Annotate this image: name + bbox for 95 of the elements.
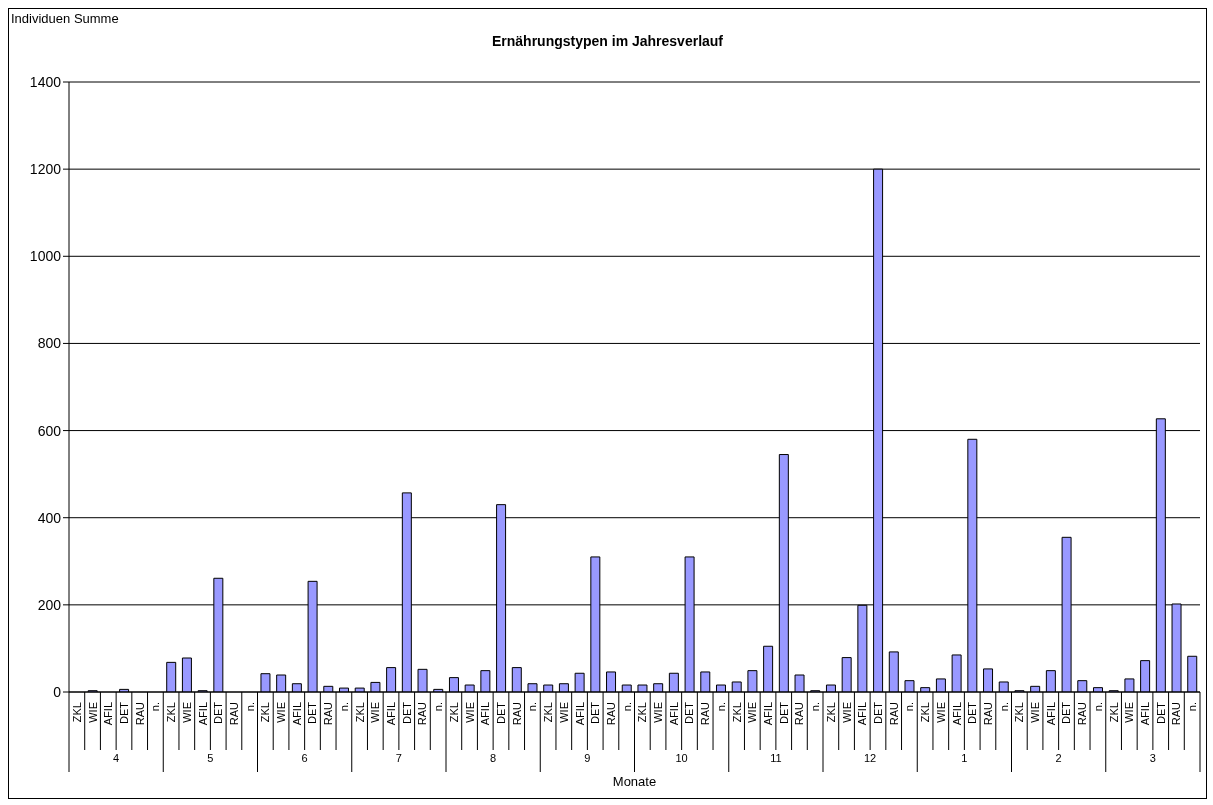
x-tick-label: ZKL	[1013, 702, 1026, 723]
y-tick-label: 800	[37, 335, 62, 352]
text: 1	[961, 752, 968, 764]
x-tick-label: ZKL	[542, 702, 555, 723]
x-tick-label: ZKL	[353, 702, 366, 723]
text: 7	[395, 752, 402, 764]
x-tick-label: AFIL	[856, 702, 869, 726]
x-axis-title: Monate	[612, 774, 657, 789]
text: 11	[770, 752, 782, 764]
x-tick-label: DET	[306, 701, 319, 724]
y-tick-label: 400	[37, 509, 62, 526]
x-tick-label: AFIL	[385, 702, 398, 726]
y-tick-label: 1000	[29, 248, 62, 265]
x-tick-label: ZKL	[919, 702, 932, 723]
x-tick-label: n.	[432, 702, 445, 712]
x-tick-label: n.	[714, 702, 727, 712]
x-tick-label: RAU	[416, 701, 429, 726]
x-tick-label: n.	[526, 702, 539, 712]
text: 5	[207, 752, 214, 764]
text: 8	[490, 752, 497, 764]
text: 12	[864, 752, 877, 764]
x-tick-label: n.	[997, 702, 1010, 712]
text: 10	[675, 752, 688, 764]
x-tick-label: ZKL	[447, 702, 460, 723]
text: 9	[584, 752, 591, 764]
x-tick-label: ZKL	[730, 702, 743, 723]
y-tick-label: 200	[37, 596, 62, 613]
x-tick-label: n.	[809, 702, 822, 712]
x-tick-label: RAU	[133, 701, 146, 726]
x-tick-label: WIE	[652, 702, 665, 723]
x-tick-label: n.	[1091, 702, 1104, 712]
x-tick-label: DET	[117, 701, 130, 724]
x-tick-label: RAU	[227, 701, 240, 726]
x-tick-label: WIE	[934, 702, 947, 723]
x-tick-label: DET	[494, 701, 507, 724]
text: 3	[1149, 752, 1156, 764]
x-tick-label: n.	[337, 702, 350, 712]
y-tick-label: 1400	[29, 73, 62, 90]
y-axis-title: Individuen Summe	[11, 11, 119, 26]
x-tick-label: WIE	[840, 702, 853, 723]
x-tick-label: RAU	[793, 701, 806, 726]
x-tick-label: AFIL	[762, 702, 775, 726]
x-tick-label: ZKL	[824, 702, 837, 723]
x-tick-label: RAU	[1170, 701, 1183, 726]
x-tick-label: ZKL	[1107, 702, 1120, 723]
chart-title: Ernährungstypen im Jahresverlauf	[490, 33, 725, 49]
x-tick-label: AFIL	[667, 702, 680, 726]
x-tick-label: RAU	[981, 701, 994, 726]
x-tick-label: DET	[966, 701, 979, 724]
x-tick-label: AFIL	[1044, 702, 1057, 726]
x-tick-label: n.	[149, 702, 162, 712]
y-tick-label: 600	[37, 422, 62, 439]
x-tick-label: DET	[589, 701, 602, 724]
x-tick-label: DET	[400, 701, 413, 724]
x-tick-label: ZKL	[70, 702, 83, 723]
x-tick-label: DET	[777, 701, 790, 724]
x-tick-label: WIE	[746, 702, 759, 723]
x-tick-label: RAU	[699, 701, 712, 726]
y-tick-label: 0	[53, 683, 62, 700]
text: 2	[1055, 752, 1062, 764]
x-tick-label: n.	[243, 702, 256, 712]
x-tick-label: WIE	[275, 702, 288, 723]
x-tick-label: WIE	[1123, 702, 1136, 723]
x-tick-label: n.	[903, 702, 916, 712]
x-tick-label: AFIL	[196, 702, 209, 726]
x-tick-label: RAU	[887, 701, 900, 726]
text: 4	[113, 752, 120, 764]
x-tick-label: n.	[620, 702, 633, 712]
x-tick-label: DET	[1154, 701, 1167, 724]
x-tick-label: DET	[871, 701, 884, 724]
x-tick-label: WIE	[86, 702, 99, 723]
x-tick-label: ZKL	[259, 702, 272, 723]
x-tick-label: RAU	[1076, 701, 1089, 726]
x-tick-label: WIE	[180, 702, 193, 723]
x-tick-label: RAU	[322, 701, 335, 726]
x-tick-label: WIE	[463, 702, 476, 723]
x-tick-label: AFIL	[102, 702, 115, 726]
x-tick-label: AFIL	[479, 702, 492, 726]
x-tick-label: RAU	[604, 701, 617, 726]
x-tick-label: n.	[1186, 702, 1199, 712]
x-tick-label: ZKL	[165, 702, 178, 723]
x-tick-label: AFIL	[290, 702, 303, 726]
text: 6	[301, 752, 308, 764]
x-tick-label: DET	[212, 701, 225, 724]
x-tick-label: AFIL	[573, 702, 586, 726]
x-tick-label: WIE	[1029, 702, 1042, 723]
y-tick-label: 1200	[29, 161, 62, 178]
x-tick-label: RAU	[510, 701, 523, 726]
x-tick-label: ZKL	[636, 702, 649, 723]
x-tick-label: DET	[683, 701, 696, 724]
x-tick-label: AFIL	[1139, 702, 1152, 726]
x-tick-label: AFIL	[950, 702, 963, 726]
x-tick-label: WIE	[369, 702, 382, 723]
x-tick-label: DET	[1060, 701, 1073, 724]
x-tick-label: WIE	[557, 702, 570, 723]
